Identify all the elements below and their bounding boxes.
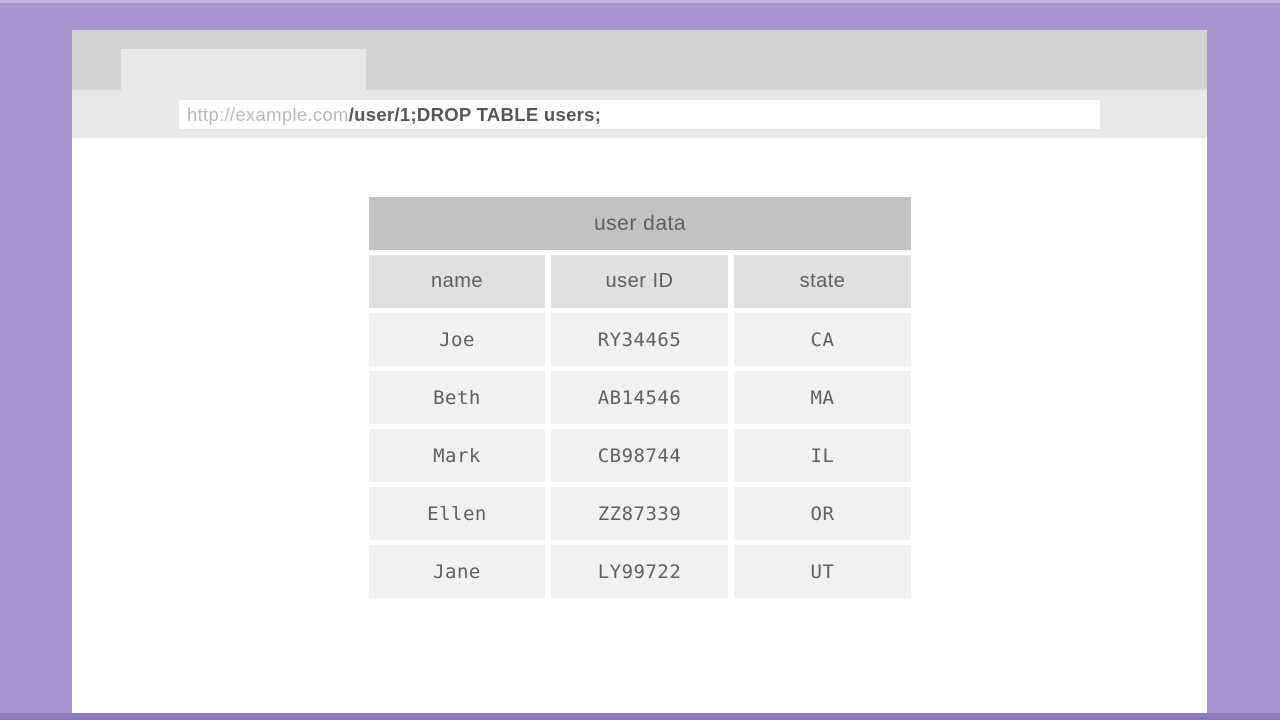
- table-cell-state: OR: [734, 487, 911, 540]
- slide-frame-bottom-strip: [0, 713, 1280, 720]
- column-header-name: name: [369, 255, 545, 308]
- table-cell-state: CA: [734, 313, 911, 366]
- url-injection-text: /user/1;DROP TABLE users;: [348, 103, 602, 125]
- table-cell-user-id: AB14546: [551, 371, 728, 424]
- table-cell-user-id: ZZ87339: [551, 487, 728, 540]
- webpage-content: user data name user ID state Joe RY34465…: [72, 138, 1207, 720]
- table-cell-user-id: CB98744: [551, 429, 728, 482]
- table-title: user data: [369, 197, 911, 250]
- browser-tab[interactable]: [121, 49, 366, 90]
- table-cell-user-id: RY34465: [551, 313, 728, 366]
- table-cell-name: Jane: [369, 545, 545, 598]
- table-cell-state: MA: [734, 371, 911, 424]
- table-cell-name: Mark: [369, 429, 545, 482]
- user-data-table: user data name user ID state Joe RY34465…: [369, 197, 911, 598]
- table-cell-name: Ellen: [369, 487, 545, 540]
- browser-address-bar: http://example.com/user/1;DROP TABLE use…: [72, 90, 1207, 138]
- slide-frame-top-strip: [0, 0, 1280, 3]
- table-cell-state: IL: [734, 429, 911, 482]
- table-cell-user-id: LY99722: [551, 545, 728, 598]
- browser-tab-bar: [72, 30, 1207, 90]
- url-input[interactable]: http://example.com/user/1;DROP TABLE use…: [179, 100, 1100, 129]
- column-header-state: state: [734, 255, 911, 308]
- table-cell-name: Beth: [369, 371, 545, 424]
- table-cell-name: Joe: [369, 313, 545, 366]
- url-base-text: http://example.com: [187, 103, 349, 125]
- table-cell-state: UT: [734, 545, 911, 598]
- browser-window: http://example.com/user/1;DROP TABLE use…: [72, 30, 1207, 720]
- column-header-user-id: user ID: [551, 255, 728, 308]
